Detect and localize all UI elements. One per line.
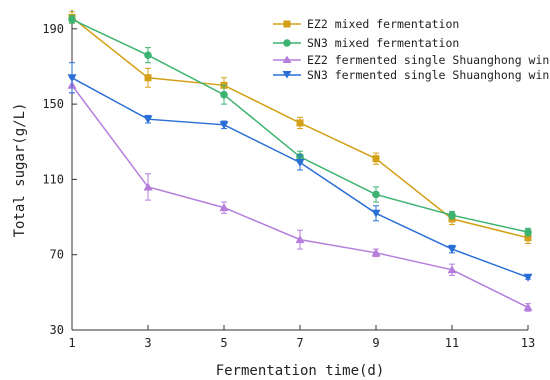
data-point — [68, 15, 76, 24]
x-tick-label: 11 — [445, 336, 459, 350]
data-point — [447, 265, 457, 274]
data-point — [144, 51, 152, 59]
x-axis-label: Fermentation time(d) — [216, 363, 385, 379]
legend-marker-triangle-up — [282, 55, 292, 63]
data-point — [523, 273, 533, 282]
legend-item-sn3-mixed: SN3 mixed fermentation — [273, 36, 459, 50]
legend-marker-square — [283, 20, 291, 28]
y-axis-label: Total sugar(g/L) — [12, 103, 28, 238]
legend-item-ez2-mixed: EZ2 mixed fermentation — [273, 17, 459, 31]
x-tick-label: 7 — [296, 336, 303, 350]
x-ticks: 1 3 5 7 9 11 13 — [68, 325, 535, 350]
y-tick-label: 190 — [42, 22, 64, 36]
series-layer — [67, 11, 533, 312]
data-point — [371, 209, 381, 218]
x-tick-label: 3 — [144, 336, 151, 350]
y-tick-label: 150 — [42, 97, 64, 111]
y-tick-label: 70 — [50, 248, 64, 262]
legend: EZ2 mixed fermentation SN3 mixed ferment… — [273, 17, 550, 82]
legend-label: EZ2 fermented single Shuanghong wine — [307, 53, 550, 67]
legend-label: SN3 fermented single Shuanghong wine — [307, 68, 550, 82]
data-point — [296, 119, 304, 127]
y-ticks: 30 70 110 150 190 — [42, 22, 77, 337]
data-point — [295, 158, 305, 167]
legend-marker-triangle-down — [282, 71, 292, 79]
data-point — [448, 211, 456, 219]
series-4 — [67, 62, 533, 282]
y-tick-label: 30 — [50, 323, 64, 337]
data-point — [371, 248, 381, 257]
x-tick-label: 13 — [521, 336, 535, 350]
data-point — [523, 302, 533, 311]
legend-item-sn3-single: SN3 fermented single Shuanghong wine — [273, 68, 550, 82]
data-point — [67, 74, 77, 83]
data-point — [524, 234, 532, 242]
x-tick-label: 5 — [220, 336, 227, 350]
data-point — [524, 228, 532, 236]
data-point — [219, 121, 229, 130]
data-point — [220, 90, 228, 99]
legend-label: EZ2 mixed fermentation — [307, 17, 459, 31]
x-tick-label: 1 — [68, 336, 75, 350]
y-tick-label: 110 — [42, 172, 64, 186]
data-point — [372, 190, 380, 199]
series-1 — [68, 11, 532, 244]
legend-label: SN3 mixed fermentation — [307, 36, 459, 50]
data-point — [144, 74, 152, 82]
x-tick-label: 9 — [372, 336, 379, 350]
data-point — [219, 203, 229, 212]
legend-marker-circle — [283, 39, 291, 47]
data-point — [143, 182, 153, 191]
data-point — [295, 235, 305, 244]
data-point — [372, 155, 380, 163]
data-point — [143, 115, 153, 124]
data-point — [447, 245, 457, 254]
legend-item-ez2-single: EZ2 fermented single Shuanghong wine — [273, 53, 550, 67]
